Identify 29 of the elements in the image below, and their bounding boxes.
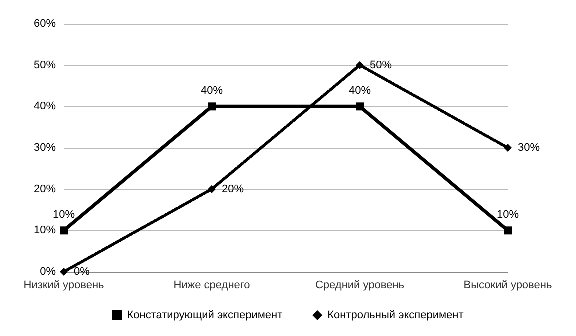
y-tick-label: 50% xyxy=(34,59,56,72)
y-tick-label: 30% xyxy=(34,142,56,154)
legend-label: Констатирующий эксперимент xyxy=(127,310,283,322)
point xyxy=(208,185,216,194)
x-tick-label: Низкий уровень xyxy=(24,280,105,292)
data-label: 0% xyxy=(74,266,90,278)
legend-label: Контрольный эксперимент xyxy=(328,310,464,322)
y-tick-label: 10% xyxy=(34,224,56,237)
point xyxy=(504,226,512,235)
y-tick-label: 60% xyxy=(34,18,56,30)
x-tick-label: Средний уровень xyxy=(315,280,405,292)
point xyxy=(60,268,68,276)
x-tick-label: Высокий уровень xyxy=(464,280,552,292)
y-tick-label: 40% xyxy=(34,100,56,113)
data-label: 20% xyxy=(222,183,244,196)
data-label: 10% xyxy=(496,209,520,222)
y-tick-label: 20% xyxy=(34,183,56,196)
data-label: 30% xyxy=(518,142,540,154)
x-tick-label: Ниже среднего xyxy=(174,280,250,292)
point xyxy=(356,61,364,70)
point xyxy=(60,226,68,235)
data-label: 40% xyxy=(200,85,224,98)
point xyxy=(208,102,216,111)
y-tick-label: 0% xyxy=(40,266,56,278)
data-label: 40% xyxy=(348,85,372,98)
data-label: 50% xyxy=(370,59,392,72)
point xyxy=(504,144,512,152)
point xyxy=(356,102,364,111)
data-label: 10% xyxy=(52,209,76,222)
